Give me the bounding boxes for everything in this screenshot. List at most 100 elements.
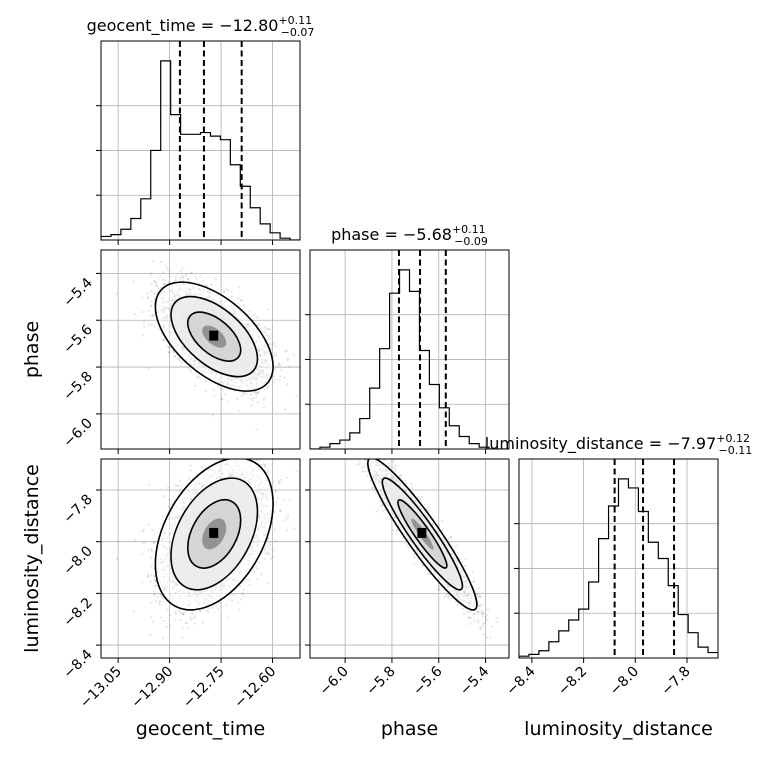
- sample-point: [230, 290, 233, 293]
- histogram-bin: [111, 235, 121, 240]
- sample-point: [115, 292, 119, 295]
- sample-point: [163, 338, 166, 341]
- sample-point: [256, 316, 259, 319]
- histogram-bin: [380, 349, 390, 449]
- sample-point: [150, 323, 153, 326]
- sample-point: [176, 357, 179, 360]
- sample-point: [261, 330, 264, 333]
- sample-point: [274, 378, 277, 381]
- sample-point: [212, 388, 215, 391]
- sample-point: [156, 285, 159, 288]
- sample-point: [201, 279, 204, 282]
- sample-point: [295, 395, 298, 398]
- histogram-bin: [250, 208, 260, 240]
- sample-point: [217, 607, 220, 610]
- histogram-bin: [121, 229, 131, 240]
- sample-point: [274, 367, 277, 370]
- scatter-samples: [115, 434, 298, 639]
- panel-frame: [100, 249, 301, 450]
- sample-point: [269, 342, 272, 346]
- sample-point: [259, 327, 263, 331]
- sample-point: [222, 290, 226, 293]
- sample-point: [154, 281, 158, 285]
- sample-point: [193, 384, 196, 388]
- sample-point: [256, 401, 259, 404]
- gridlines: [101, 41, 300, 240]
- sample-point: [257, 323, 261, 326]
- sample-point: [159, 286, 162, 290]
- sample-point: [182, 275, 185, 278]
- sample-point: [173, 355, 176, 358]
- sample-point: [278, 480, 281, 484]
- sample-point: [153, 280, 156, 283]
- sample-point: [174, 354, 177, 358]
- sample-point: [205, 609, 209, 612]
- sample-point: [277, 362, 281, 365]
- sample-point: [168, 351, 171, 355]
- sample-point: [160, 260, 163, 264]
- sample-point: [213, 440, 215, 442]
- sample-point: [257, 446, 259, 448]
- scatter-samples: [115, 260, 298, 431]
- hist-panel-geocent_time: [96, 40, 301, 245]
- sample-point: [255, 392, 258, 396]
- sample-point: [172, 351, 175, 354]
- sample-point: [190, 612, 193, 615]
- sample-point: [167, 351, 170, 354]
- sample-point: [165, 265, 168, 269]
- sample-point: [269, 333, 273, 336]
- sample-point: [150, 290, 153, 293]
- sample-point: [148, 483, 151, 487]
- sample-point: [285, 383, 289, 386]
- sample-point: [150, 548, 153, 551]
- sample-point: [213, 394, 216, 397]
- sample-point: [147, 297, 150, 300]
- sample-point: [227, 289, 230, 292]
- sample-point: [237, 297, 240, 300]
- sample-point: [195, 376, 199, 379]
- sample-point: [178, 358, 181, 362]
- sample-point: [256, 391, 259, 394]
- histogram-bin: [330, 444, 340, 449]
- sample-point: [220, 387, 223, 390]
- sample-point: [174, 279, 177, 282]
- panel-frame: [309, 249, 510, 450]
- sample-point: [250, 404, 253, 407]
- sample-point: [211, 414, 214, 417]
- histogram-bin: [449, 426, 459, 449]
- sample-point: [157, 601, 160, 604]
- sample-point: [240, 434, 242, 436]
- histogram-bin: [230, 165, 240, 240]
- sample-point: [255, 395, 258, 399]
- sample-point: [179, 277, 182, 280]
- sample-point: [271, 343, 274, 346]
- sample-point: [181, 276, 184, 280]
- sample-point: [168, 270, 171, 273]
- sample-point: [274, 351, 277, 355]
- sample-point: [199, 275, 202, 278]
- sample-point: [245, 392, 248, 395]
- sample-point: [279, 375, 282, 378]
- sample-point: [266, 338, 269, 341]
- sample-point: [146, 295, 150, 299]
- panel-frame: [100, 40, 301, 241]
- sample-point: [273, 355, 276, 358]
- sample-point: [251, 399, 254, 403]
- histogram-bin: [201, 133, 211, 240]
- sample-point: [204, 380, 207, 383]
- sample-point: [269, 328, 272, 331]
- sample-point: [284, 350, 287, 353]
- sample-point: [180, 274, 183, 277]
- sample-point: [277, 363, 280, 366]
- sample-point: [255, 565, 258, 568]
- sample-point: [204, 389, 207, 393]
- sample-point: [264, 328, 267, 332]
- histogram-bin: [370, 388, 380, 449]
- panel-geocent_time-vs-phase: −6.0−5.8−5.6−5.4: [60, 249, 301, 454]
- sample-point: [263, 326, 266, 329]
- sample-point: [169, 275, 172, 278]
- sample-point: [230, 295, 234, 298]
- sample-point: [240, 299, 243, 302]
- sample-point: [190, 271, 193, 274]
